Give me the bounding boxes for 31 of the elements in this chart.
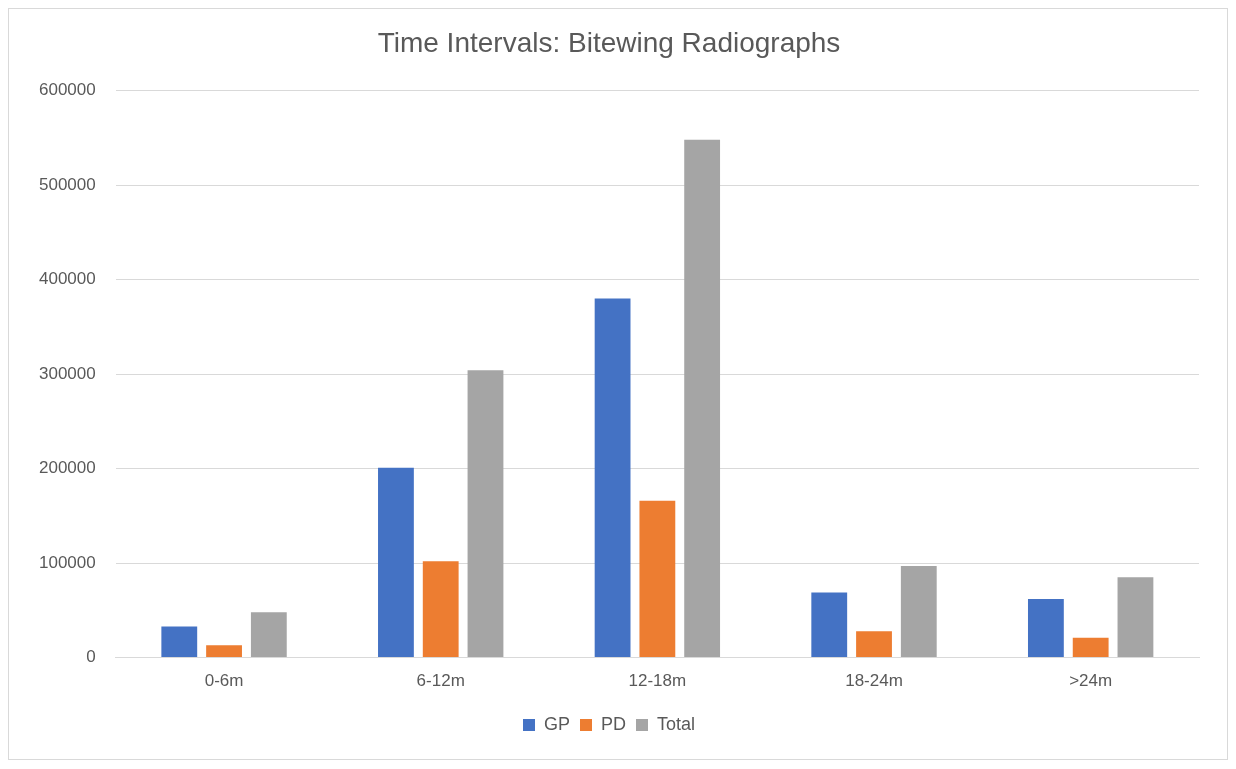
bar	[467, 370, 504, 658]
x-tick-label: 18-24m	[845, 671, 903, 691]
y-tick-label: 500000	[38, 174, 96, 194]
bar	[422, 561, 459, 658]
x-tick-label: 6-12m	[416, 671, 465, 691]
legend-label: GP	[543, 713, 570, 734]
bar	[811, 592, 848, 658]
bar	[161, 626, 198, 658]
bar	[900, 565, 937, 658]
bar	[1072, 637, 1109, 658]
y-tick-label: 600000	[38, 80, 96, 100]
bar	[639, 500, 676, 658]
chart-title: Time Intervals: Bitewing Radiographs	[377, 26, 841, 58]
bar	[250, 612, 287, 658]
bar	[1027, 599, 1064, 658]
y-tick-label: 200000	[38, 458, 96, 478]
bar	[378, 467, 414, 658]
y-tick-label: 300000	[38, 363, 96, 383]
legend-label: PD	[600, 713, 627, 734]
y-tick-label: 0	[86, 647, 96, 667]
bar	[684, 139, 721, 658]
x-tick-label: >24m	[1069, 671, 1113, 691]
bar	[206, 645, 242, 658]
bar	[856, 631, 892, 658]
bar	[594, 298, 631, 658]
y-tick-label: 100000	[38, 552, 96, 572]
bar	[1117, 577, 1154, 658]
x-tick-label: 0-6m	[204, 671, 244, 691]
x-tick-label: 12-18m	[628, 671, 687, 691]
legend-label: Total	[657, 713, 696, 734]
y-tick-label: 400000	[38, 269, 96, 289]
